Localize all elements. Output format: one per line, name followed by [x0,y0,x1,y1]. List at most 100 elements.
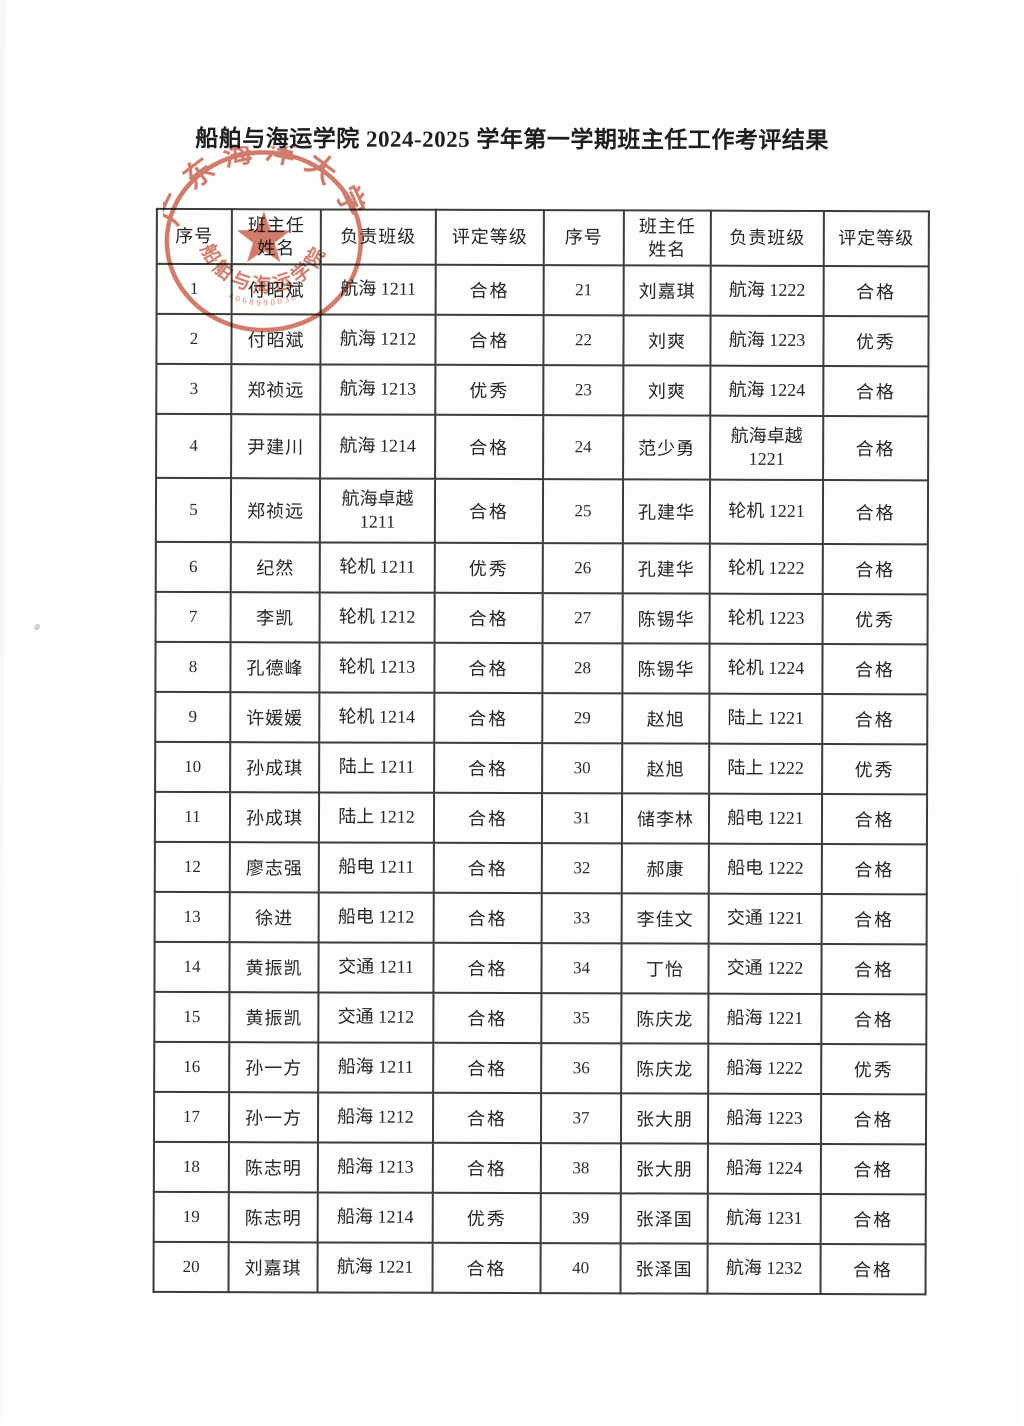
cell-class-left: 交通 1211 [318,942,434,993]
cell-grade-right: 合格 [821,844,927,895]
cell-row-number-right: 32 [541,843,622,894]
cell-teacher-name-right: 刘爽 [623,315,711,366]
cell-row-number-right: 30 [542,743,623,794]
scan-speck [32,622,42,632]
cell-grade-right: 合格 [823,266,929,317]
cell-grade-left: 合格 [434,642,543,694]
cell-grade-right: 合格 [823,366,929,417]
table-row: 20 刘嘉琪 航海 1221 合格 40 张泽国 航海 1232 合格 [153,1241,926,1295]
cell-class-right: 航海 1231 [707,1193,821,1245]
cell-row-number-right: 35 [541,993,622,1044]
table-row: 5 郑祯远 航海卓越 1211 合格 25 孔建华 轮机 1221 合格 [155,477,929,545]
cell-class-right: 陆上 1222 [709,743,823,795]
table-row: 4 尹建川 航海 1214 合格 24 范少勇 航海卓越 1221 合格 [156,413,929,481]
cell-class-right: 交通 1222 [708,943,822,995]
cell-teacher-name-left: 陈志明 [228,1142,318,1193]
cell-teacher-name-left: 孙一方 [228,1092,319,1143]
header-teacher-name-right: 班主任 姓名 [623,210,711,266]
cell-teacher-name-right: 李佳文 [621,893,709,944]
cell-grade-left: 优秀 [434,542,543,594]
cell-class-left: 航海 1212 [320,314,436,365]
header-grade-left: 评定等级 [435,209,544,266]
cell-teacher-name-right: 张大朋 [620,1093,709,1144]
cell-teacher-name-left: 刘嘉琪 [228,1242,318,1293]
cell-row-number-left: 6 [155,541,231,593]
cell-teacher-name-right: 赵旭 [622,743,710,794]
cell-row-number-left: 2 [156,313,232,365]
header-row: 序号 班主任 姓名 负责班级 评定等级 序号 班主任 姓名 负责班级 评定等级 [156,208,929,267]
cell-row-number-right: 22 [543,315,624,366]
cell-teacher-name-left: 廖志强 [229,842,319,893]
cell-grade-left: 合格 [434,742,543,794]
cell-class-right: 轮机 1222 [709,543,823,595]
cell-grade-right: 优秀 [821,1044,927,1095]
table-row: 17 孙一方 船海 1212 合格 37 张大朋 船海 1223 合格 [153,1091,927,1145]
cell-teacher-name-left: 黄振凯 [229,992,319,1043]
cell-grade-left: 合格 [435,314,544,366]
table-row: 11 孙成琪 陆上 1212 合格 31 储李林 船电 1221 合格 [154,791,928,845]
cell-class-right: 航海 1223 [710,315,824,367]
table-row: 6 纪然 轮机 1211 优秀 26 孔建华 轮机 1222 合格 [155,541,928,595]
cell-class-left: 轮机 1213 [319,642,435,693]
cell-class-right: 船海 1224 [707,1143,821,1195]
cell-grade-left: 合格 [433,1042,542,1094]
cell-row-number-right: 34 [541,943,622,994]
table-row: 3 郑祯远 航海 1213 优秀 23 刘爽 航海 1224 合格 [156,363,929,417]
cell-grade-left: 合格 [433,792,543,844]
table-row: 15 黄振凯 交通 1212 合格 35 陈庆龙 船海 1221 合格 [154,991,927,1045]
cell-teacher-name-right: 张泽国 [620,1243,708,1294]
cell-row-number-right: 38 [540,1143,621,1194]
cell-row-number-right: 24 [543,415,624,480]
cell-class-left: 船电 1212 [318,892,434,943]
cell-row-number-left: 9 [155,691,231,743]
cell-grade-right: 合格 [821,944,927,995]
cell-grade-left: 合格 [433,892,542,944]
cell-class-left: 轮机 1211 [319,542,435,593]
header-grade-right: 评定等级 [823,211,929,267]
cell-teacher-name-right: 张大朋 [620,1143,708,1194]
cell-class-left: 船海 1212 [317,1092,434,1143]
header-row-number-left: 序号 [156,208,232,265]
cell-teacher-name-left: 付昭斌 [231,264,321,315]
cell-class-right: 航海 1232 [707,1243,821,1295]
cell-class-right: 轮机 1223 [709,593,823,645]
cell-row-number-left: 17 [153,1091,230,1143]
cell-grade-right: 优秀 [823,316,929,367]
cell-row-number-right: 26 [542,543,623,594]
cell-teacher-name-right: 刘嘉琪 [623,265,711,316]
cell-class-left: 船海 1211 [318,1042,434,1093]
cell-class-right: 交通 1221 [708,893,822,945]
cell-class-left: 航海 1213 [320,364,436,415]
cell-class-left: 陆上 1211 [319,742,435,793]
cell-row-number-left: 8 [155,641,231,693]
cell-class-left: 轮机 1212 [319,592,435,643]
table-row: 2 付昭斌 航海 1212 合格 22 刘爽 航海 1223 优秀 [156,313,929,367]
cell-row-number-right: 28 [542,643,623,694]
cell-class-left: 船海 1213 [317,1142,433,1193]
cell-row-number-left: 10 [155,741,231,793]
cell-teacher-name-right: 郝康 [621,843,709,894]
cell-row-number-left: 16 [154,1041,230,1093]
cell-row-number-left: 14 [154,941,230,993]
cell-row-number-right: 39 [540,1193,621,1244]
cell-row-number-right: 27 [542,593,623,644]
cell-grade-left: 合格 [435,264,544,316]
cell-grade-right: 合格 [820,1094,927,1145]
cell-grade-left: 优秀 [432,1192,541,1244]
cell-teacher-name-right: 陈锡华 [622,593,710,644]
table-row: 8 孔德峰 轮机 1213 合格 28 陈锡华 轮机 1224 合格 [155,641,928,695]
cell-teacher-name-right: 储李林 [621,793,710,844]
cell-teacher-name-left: 纪然 [230,542,320,593]
cell-grade-right: 合格 [822,544,928,595]
cell-grade-left: 合格 [432,1142,541,1194]
cell-teacher-name-left: 徐进 [229,892,319,943]
cell-grade-left: 合格 [434,692,543,744]
evaluation-table: 序号 班主任 姓名 负责班级 评定等级 序号 班主任 姓名 负责班级 评定等级 … [153,208,930,1295]
cell-grade-left: 合格 [435,414,544,480]
cell-class-right: 船海 1222 [708,1043,822,1095]
cell-teacher-name-right: 赵旭 [622,693,710,744]
cell-teacher-name-left: 许媛媛 [230,692,320,743]
cell-class-right: 轮机 1224 [709,643,823,695]
cell-row-number-right: 36 [541,1043,622,1094]
cell-teacher-name-left: 孙成琪 [229,792,320,843]
